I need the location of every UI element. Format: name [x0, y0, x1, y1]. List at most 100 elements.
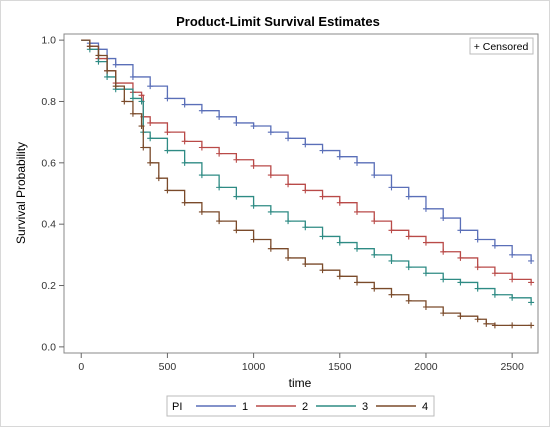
- censor-marker: [354, 245, 361, 252]
- y-axis-label: Survival Probability: [14, 142, 28, 244]
- censor-marker: [198, 208, 205, 215]
- legend-label-4: 4: [422, 401, 428, 413]
- x-tick-label: 2500: [500, 361, 524, 373]
- censor-marker: [457, 227, 464, 234]
- censor-marker: [319, 147, 326, 154]
- censor-marker: [528, 257, 535, 264]
- censor-marker: [509, 251, 516, 258]
- censor-marker: [250, 123, 257, 130]
- censor-marker: [216, 218, 223, 225]
- censor-marker: [285, 254, 292, 261]
- censor-marker: [457, 279, 464, 286]
- censor-marker: [457, 313, 464, 320]
- x-tick-label: 1000: [242, 361, 266, 373]
- censor-marker: [267, 129, 274, 136]
- censor-marker: [302, 224, 309, 231]
- chart-title: Product-Limit Survival Estimates: [176, 14, 380, 29]
- censor-marker: [336, 153, 343, 160]
- plot-area: [63, 33, 539, 354]
- censor-marker: [138, 123, 145, 130]
- censor-marker: [491, 242, 498, 249]
- censor-marker: [371, 251, 378, 258]
- censor-marker: [509, 294, 516, 301]
- censor-marker: [474, 264, 481, 271]
- censor-marker: [302, 141, 309, 148]
- censor-marker: [285, 135, 292, 142]
- censor-marker: [336, 239, 343, 246]
- x-tick-label: 500: [159, 361, 177, 373]
- censor-marker: [95, 58, 102, 65]
- x-tick-label: 1500: [328, 361, 352, 373]
- censor-marker: [181, 138, 188, 145]
- censor-marker: [104, 73, 111, 80]
- censor-marker: [164, 129, 171, 136]
- censor-marker: [233, 156, 240, 163]
- censor-marker: [147, 135, 154, 142]
- censor-marker: [147, 83, 154, 90]
- legend-entries: 1 2 3 4: [196, 401, 428, 413]
- censor-marker: [483, 320, 490, 327]
- censor-marker: [147, 159, 154, 166]
- censor-marker: [336, 199, 343, 206]
- censor-marker: [371, 172, 378, 179]
- censor-marker: [509, 276, 516, 283]
- censor-marker: [474, 316, 481, 323]
- legend-box: [166, 395, 435, 417]
- censor-marker: [388, 257, 395, 264]
- censor-marker: [216, 113, 223, 120]
- censor-marker: [371, 285, 378, 292]
- censor-marker: [140, 144, 147, 151]
- censor-marker: [509, 322, 516, 329]
- censor-marker: [104, 67, 111, 74]
- censor-marker: [164, 95, 171, 102]
- censor-marker: [528, 299, 535, 306]
- censor-marker: [474, 236, 481, 243]
- y-tick-label: 0.0: [41, 341, 56, 353]
- x-tick-label: 0: [78, 361, 84, 373]
- censor-marker: [405, 233, 412, 240]
- censor-marker: [388, 291, 395, 298]
- censor-marker: [233, 119, 240, 126]
- censor-marker: [491, 322, 498, 329]
- censor-marker: [267, 245, 274, 252]
- axis-layer: 0 500 1000 1500 2000 2500 0.0 0.2 0.4 0.6 0.8 1.0: [41, 35, 524, 373]
- censor-marker: [528, 322, 535, 329]
- censor-marker: [181, 101, 188, 108]
- censor-marker: [147, 119, 154, 126]
- censor-marker: [405, 297, 412, 304]
- y-tick-label: 1.0: [41, 35, 56, 47]
- x-axis-label: time: [289, 376, 312, 390]
- censor-marker: [233, 227, 240, 234]
- y-tick-label: 0.6: [41, 157, 56, 169]
- censor-marker: [302, 187, 309, 194]
- censor-marker: [319, 193, 326, 200]
- censor-marker: [216, 184, 223, 191]
- censor-marker: [164, 187, 171, 194]
- censor-marker: [250, 162, 257, 169]
- censor-marker: [164, 147, 171, 154]
- censor-marker: [422, 239, 429, 246]
- censor-marker: [336, 273, 343, 280]
- censor-marker: [440, 215, 447, 222]
- legend-label-1: 1: [242, 401, 248, 413]
- censor-marker: [86, 43, 93, 50]
- censor-marker: [198, 172, 205, 179]
- censor-marker: [422, 303, 429, 310]
- censor-marker: [267, 172, 274, 179]
- y-tick-label: 0.4: [41, 219, 56, 231]
- y-tick-label: 0.2: [41, 280, 56, 292]
- censor-marker: [440, 310, 447, 317]
- censor-marker: [371, 218, 378, 225]
- censor-marker: [129, 73, 136, 80]
- censor-marker: [422, 270, 429, 277]
- censor-marker: [285, 218, 292, 225]
- censor-marker: [198, 107, 205, 114]
- censor-marker: [491, 291, 498, 298]
- censor-marker: [267, 208, 274, 215]
- censor-marker: [388, 227, 395, 234]
- censor-marker: [405, 264, 412, 271]
- censor-legend-label: + Censored: [474, 41, 529, 53]
- censor-marker: [112, 61, 119, 68]
- series-layer: [81, 39, 535, 329]
